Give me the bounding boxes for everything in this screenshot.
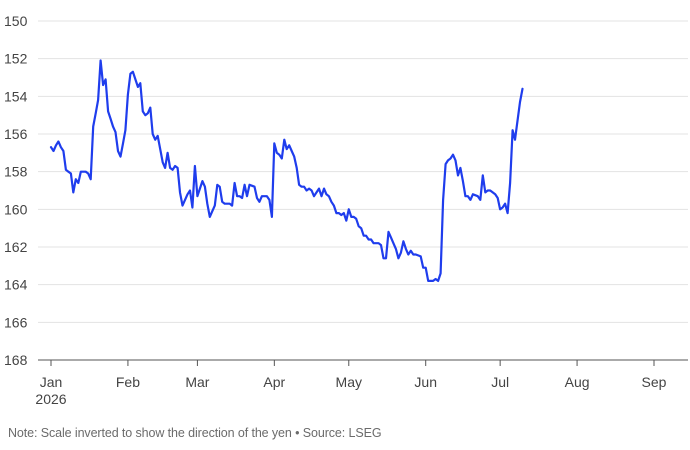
x-tick-sublabel: 2026: [35, 391, 66, 407]
y-tick-label: 154: [4, 88, 28, 104]
x-tick-label: May: [336, 374, 362, 390]
chart-source-note: Note: Scale inverted to show the directi…: [8, 426, 382, 440]
y-tick-label: 164: [4, 277, 28, 293]
y-tick-label: 152: [4, 51, 28, 67]
y-tick-label: 166: [4, 314, 28, 330]
y-tick-label: 162: [4, 239, 28, 255]
y-tick-label: 150: [4, 13, 28, 29]
y-tick-label: 158: [4, 164, 28, 180]
chart-container: 150 152 154 156 158 160 162 164 166 168 Jan 2026 Feb…: [4, 13, 688, 407]
x-tick-label: Mar: [185, 374, 209, 390]
x-tick-label: Jan: [40, 374, 63, 390]
gridlines: [38, 20, 688, 323]
x-tick-label: Sep: [642, 374, 667, 390]
y-tick-label: 156: [4, 126, 28, 142]
y-tick-label: 160: [4, 201, 28, 217]
series-line: [49, 59, 524, 282]
x-tick-label: Aug: [565, 374, 590, 390]
x-tick-label: Apr: [263, 374, 285, 390]
x-tick-label: Jun: [414, 374, 437, 390]
x-tick-label: Jul: [491, 374, 509, 390]
series-layer: [49, 59, 524, 282]
x-tick-label: Feb: [116, 374, 140, 390]
y-tick-label: 168: [4, 352, 28, 368]
